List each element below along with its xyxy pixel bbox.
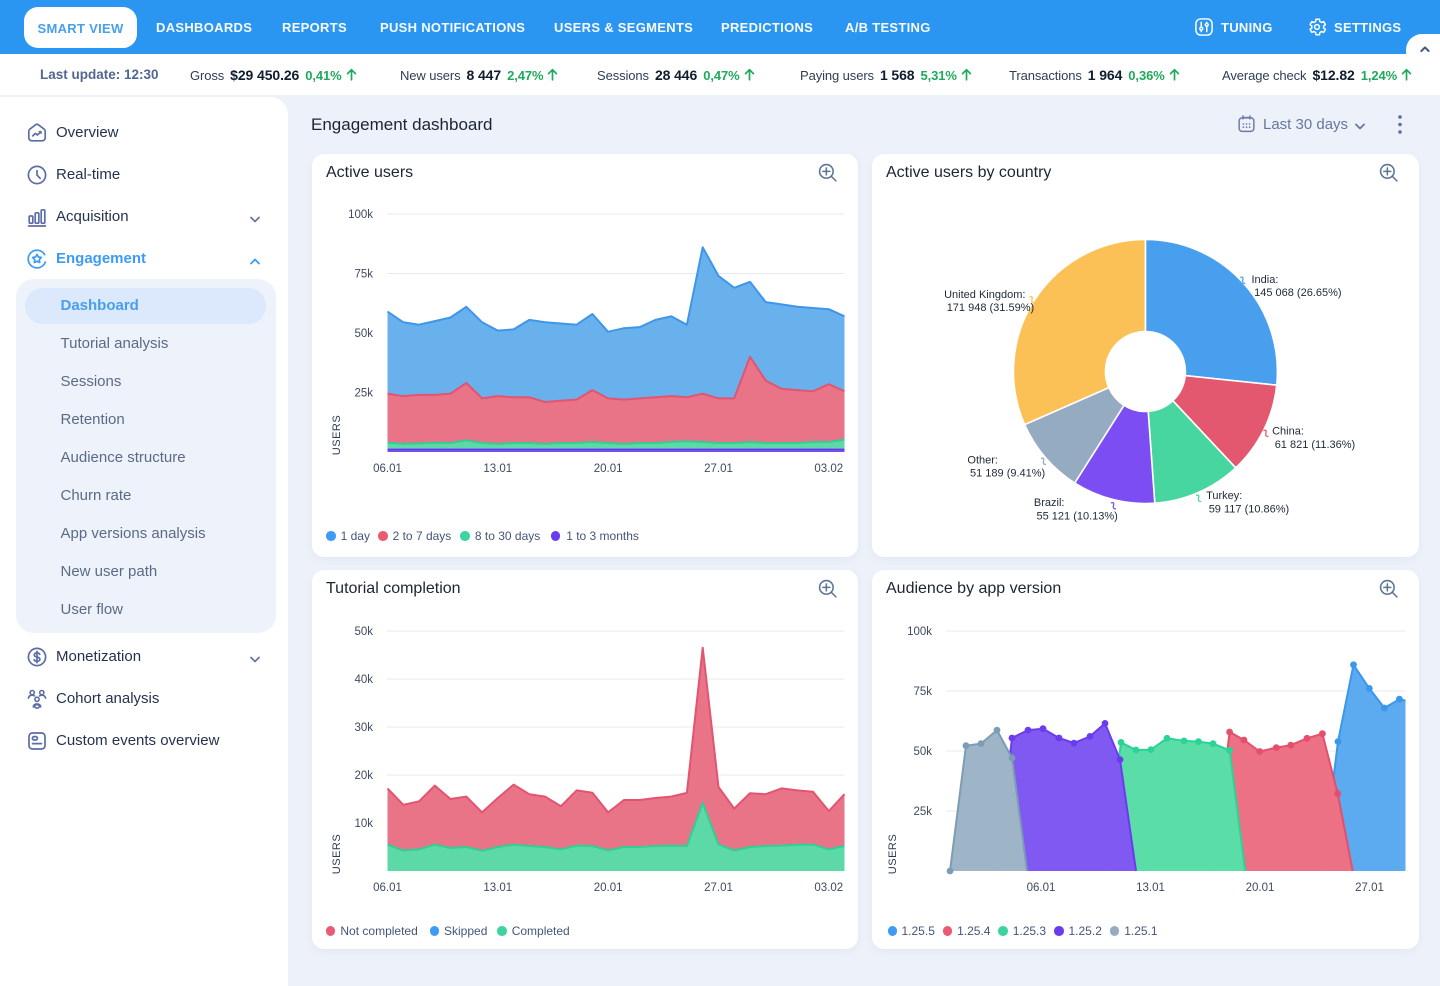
svg-text:27.01: 27.01 [704,882,733,894]
svg-text:171 948 (31.59%): 171 948 (31.59%) [947,302,1034,314]
svg-text:20k: 20k [354,770,373,782]
svg-text:40k: 40k [354,674,373,686]
svg-text:51 189 (9.41%): 51 189 (9.41%) [970,468,1045,480]
svg-text:145 068 (26.65%): 145 068 (26.65%) [1254,287,1341,299]
svg-text:100k: 100k [907,626,932,638]
svg-text:61 821 (11.36%): 61 821 (11.36%) [1275,439,1356,451]
svg-text:03.02: 03.02 [814,882,843,894]
svg-text:Turkey:: Turkey: [1206,490,1242,502]
svg-text:50k: 50k [354,328,373,340]
svg-text:30k: 30k [354,722,373,734]
svg-text:USERS: USERS [331,834,343,874]
svg-text:Other:: Other: [967,454,998,466]
svg-text:06.01: 06.01 [373,463,402,475]
svg-text:75k: 75k [913,686,932,698]
svg-text:Brazil:: Brazil: [1034,497,1065,509]
svg-text:20.01: 20.01 [594,882,623,894]
svg-text:25k: 25k [913,806,932,818]
svg-text:27.01: 27.01 [1355,882,1384,894]
svg-text:China:: China: [1272,426,1304,438]
svg-text:10k: 10k [354,818,373,830]
svg-text:India:: India: [1252,274,1279,286]
svg-text:20.01: 20.01 [594,463,623,475]
svg-text:13.01: 13.01 [483,882,512,894]
svg-text:03.02: 03.02 [814,463,843,475]
svg-text:50k: 50k [913,746,932,758]
svg-text:USERS: USERS [331,415,343,455]
svg-text:13.01: 13.01 [483,463,512,475]
svg-text:United Kingdom:: United Kingdom: [944,289,1025,301]
svg-text:100k: 100k [348,209,373,221]
svg-text:75k: 75k [354,269,373,281]
svg-text:25k: 25k [354,388,373,400]
svg-text:06.01: 06.01 [373,882,402,894]
svg-text:59 117 (10.86%): 59 117 (10.86%) [1209,503,1290,515]
svg-text:06.01: 06.01 [1027,882,1056,894]
svg-text:27.01: 27.01 [704,463,733,475]
svg-text:20.01: 20.01 [1246,882,1275,894]
svg-text:USERS: USERS [887,834,899,874]
svg-text:55 121 (10.13%): 55 121 (10.13%) [1037,510,1118,522]
svg-text:13.01: 13.01 [1136,882,1165,894]
svg-text:50k: 50k [354,626,373,638]
